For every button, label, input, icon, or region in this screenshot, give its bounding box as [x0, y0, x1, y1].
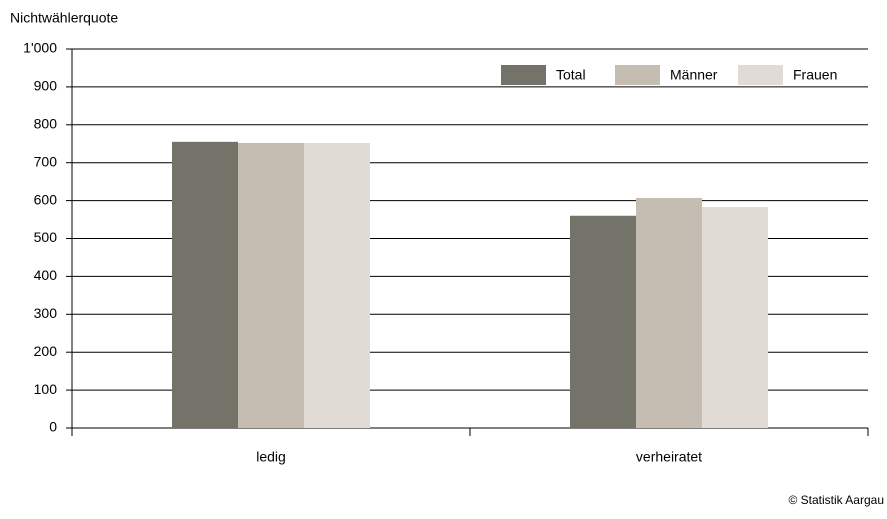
legend-swatch — [501, 65, 546, 85]
x-tick-label: ledig — [256, 449, 286, 465]
legend-swatch — [738, 65, 783, 85]
y-tick-label: 100 — [34, 381, 58, 397]
y-tick-label: 500 — [34, 229, 58, 245]
y-tick-label: 600 — [34, 191, 58, 207]
x-tick-label: verheiratet — [636, 449, 702, 465]
bar — [702, 207, 768, 428]
legend-label: Total — [556, 67, 586, 83]
y-tick-label: 0 — [49, 419, 57, 435]
y-tick-label: 200 — [34, 343, 58, 359]
legend-label: Männer — [670, 67, 718, 83]
y-tick-label: 800 — [34, 116, 58, 132]
bar — [304, 142, 370, 428]
bar — [172, 141, 238, 429]
y-axis-title: Nichtwählerquote — [10, 10, 118, 26]
y-tick-label: 900 — [34, 78, 58, 94]
legend-swatch — [615, 65, 660, 85]
y-tick-label: 700 — [34, 153, 58, 169]
y-tick-label: 300 — [34, 305, 58, 321]
bar — [238, 142, 304, 428]
y-tick-label: 1'000 — [23, 40, 57, 56]
legend-label: Frauen — [793, 67, 837, 83]
bar — [636, 197, 702, 428]
y-tick-label: 400 — [34, 267, 58, 283]
source: © Statistik Aargau — [788, 493, 884, 507]
bar — [570, 215, 636, 428]
